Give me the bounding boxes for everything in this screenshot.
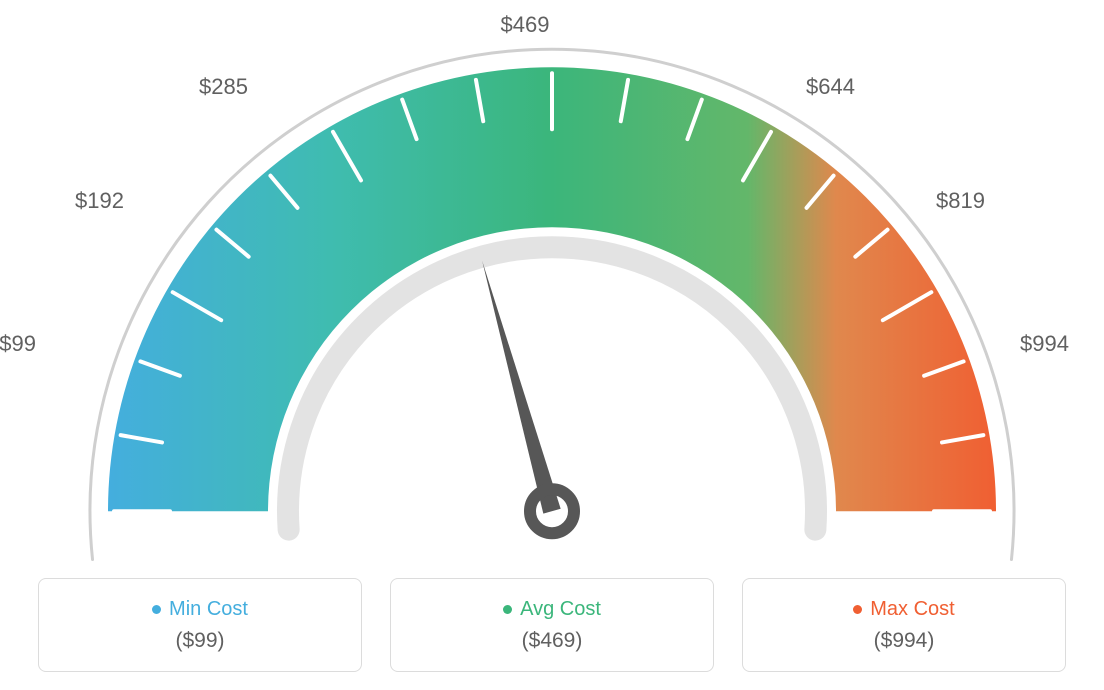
legend-avg-value: ($469) <box>522 629 583 653</box>
gauge-area: $99 $192 $285 $469 $644 $819 $994 <box>0 0 1104 560</box>
legend-dot-min <box>152 605 161 614</box>
legend-card-min: Min Cost ($99) <box>38 578 362 672</box>
legend-avg-label: Avg Cost <box>520 598 601 621</box>
scale-label: $285 <box>199 74 248 100</box>
legend-min-top: Min Cost <box>152 598 248 621</box>
legend-dot-max <box>853 605 862 614</box>
legend-min-value: ($99) <box>175 629 224 653</box>
legend-row: Min Cost ($99) Avg Cost ($469) Max Cost … <box>0 578 1104 672</box>
legend-min-label: Min Cost <box>169 598 248 621</box>
legend-card-max: Max Cost ($994) <box>742 578 1066 672</box>
gauge-chart-container: { "gauge": { "type": "gauge", "min_value… <box>0 0 1104 690</box>
gauge-svg <box>0 11 1104 571</box>
scale-label: $819 <box>936 188 985 214</box>
scale-label: $192 <box>75 188 124 214</box>
legend-dot-avg <box>503 605 512 614</box>
legend-max-top: Max Cost <box>853 598 954 621</box>
legend-card-avg: Avg Cost ($469) <box>390 578 714 672</box>
legend-max-value: ($994) <box>874 629 935 653</box>
scale-label: $644 <box>806 74 855 100</box>
scale-label: $469 <box>501 12 550 38</box>
scale-label: $99 <box>0 331 36 357</box>
legend-avg-top: Avg Cost <box>503 598 601 621</box>
legend-max-label: Max Cost <box>870 598 954 621</box>
scale-label: $994 <box>1020 331 1069 357</box>
